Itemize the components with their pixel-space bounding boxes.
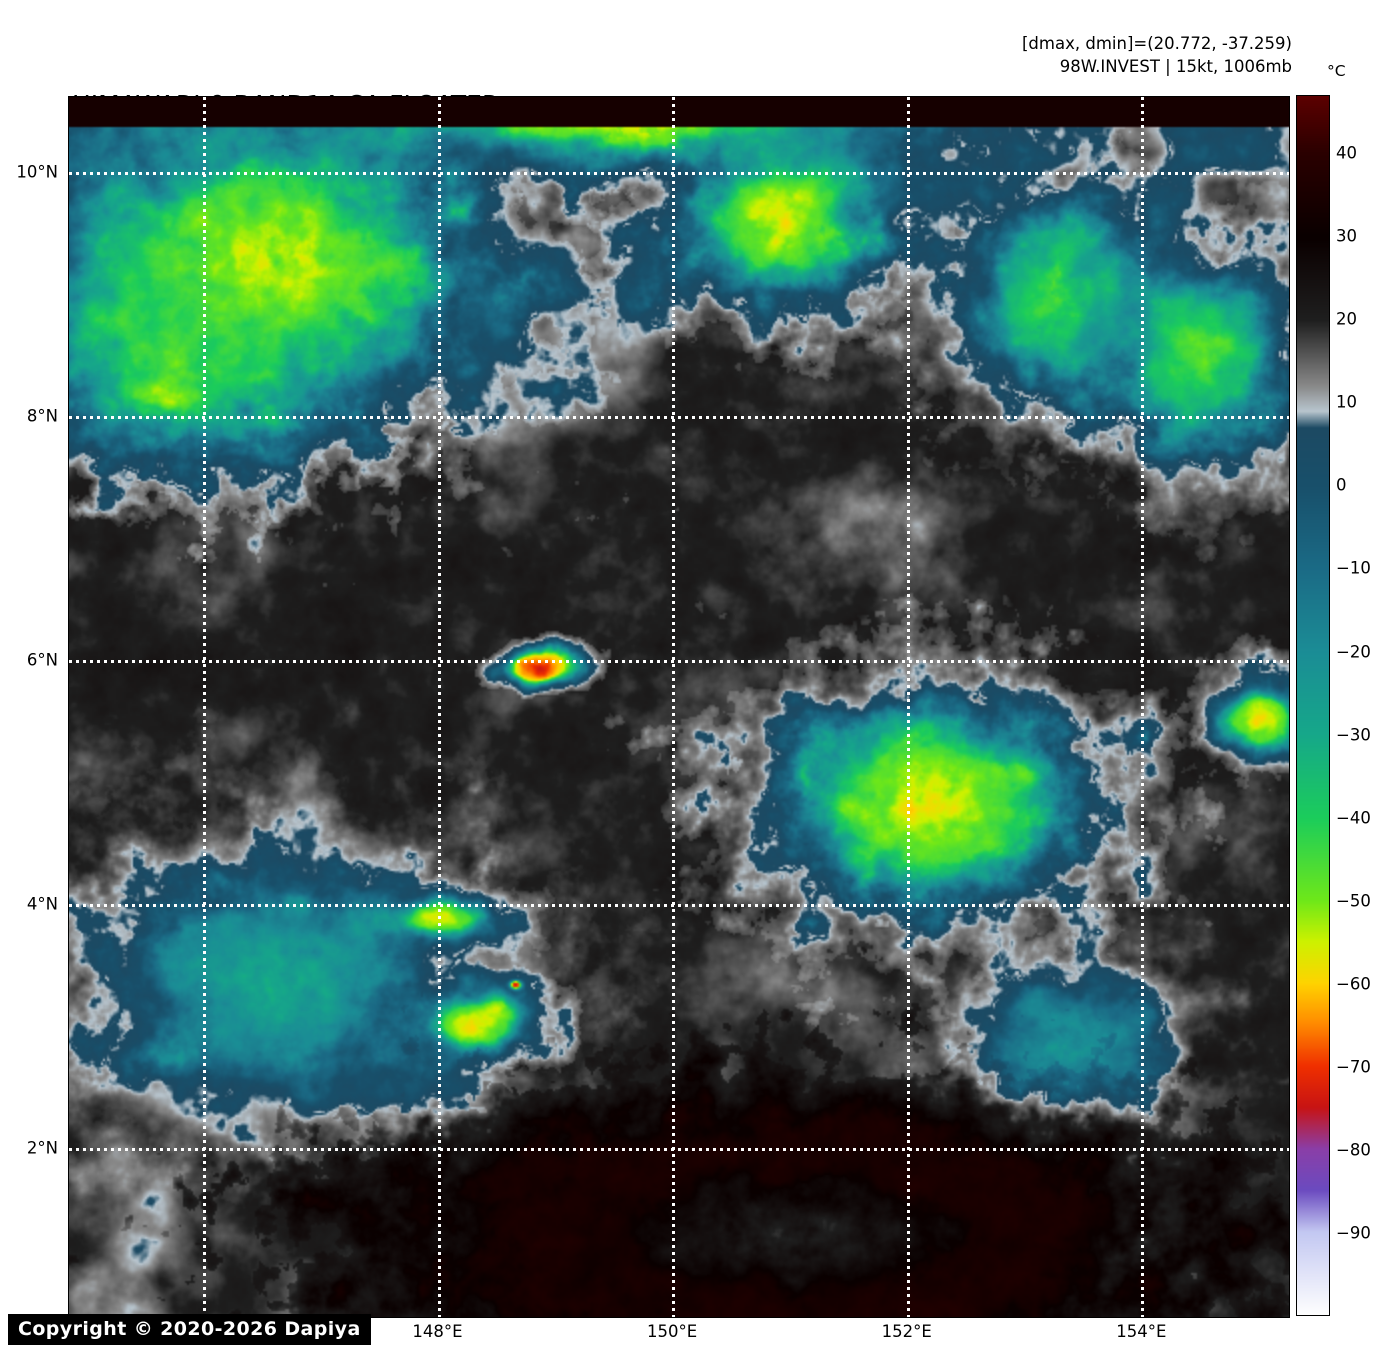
colorbar-tick-label: −40 bbox=[1336, 808, 1371, 828]
x-axis-tick-label: 152°E bbox=[881, 1322, 932, 1341]
satellite-ir-heatmap bbox=[69, 97, 1289, 1317]
data-minmax-label: [dmax, dmin]=(20.772, -37.259) bbox=[1022, 34, 1292, 53]
colorbar-tick-label: 10 bbox=[1336, 392, 1357, 412]
colorbar-tick-label: 0 bbox=[1336, 475, 1347, 495]
y-axis-tick-label: 2°N bbox=[26, 1138, 58, 1158]
colorbar-tick-label: −60 bbox=[1336, 974, 1371, 994]
colorbar-unit-label: °C bbox=[1327, 62, 1346, 80]
colorbar-tick-label: −30 bbox=[1336, 725, 1371, 745]
y-axis-tick-label: 10°N bbox=[16, 162, 58, 182]
colorbar-tick-label: 20 bbox=[1336, 309, 1357, 329]
satellite-image-plot[interactable] bbox=[68, 96, 1290, 1318]
colorbar-tick-label: −80 bbox=[1336, 1140, 1371, 1160]
colorbar[interactable] bbox=[1296, 95, 1330, 1316]
colorbar-tick-label: −10 bbox=[1336, 558, 1371, 578]
colorbar-tick-label: −70 bbox=[1336, 1057, 1371, 1077]
y-axis-tick-label: 4°N bbox=[26, 894, 58, 914]
colorbar-tick-label: −50 bbox=[1336, 891, 1371, 911]
colorbar-tick-label: 40 bbox=[1336, 143, 1357, 163]
colorbar-tick-label: 30 bbox=[1336, 226, 1357, 246]
colorbar-tick-label: −20 bbox=[1336, 642, 1371, 661]
x-axis-tick-label: 148°E bbox=[412, 1322, 463, 1341]
copyright-banner: Copyright © 2020-2026 Dapiya bbox=[8, 1314, 371, 1345]
y-axis-tick-label: 8°N bbox=[26, 406, 58, 426]
x-axis-tick-label: 154°E bbox=[1116, 1322, 1167, 1341]
x-axis-tick-label: 150°E bbox=[647, 1322, 698, 1341]
y-axis-tick-label: 6°N bbox=[26, 650, 58, 670]
metadata-block: [dmax, dmin]=(20.772, -37.259) 98W.INVES… bbox=[1022, 32, 1292, 78]
colorbar-tick-label: −90 bbox=[1336, 1223, 1371, 1243]
colorbar-gradient bbox=[1296, 95, 1330, 1316]
storm-info-label: 98W.INVEST | 15kt, 1006mb bbox=[1059, 57, 1292, 76]
